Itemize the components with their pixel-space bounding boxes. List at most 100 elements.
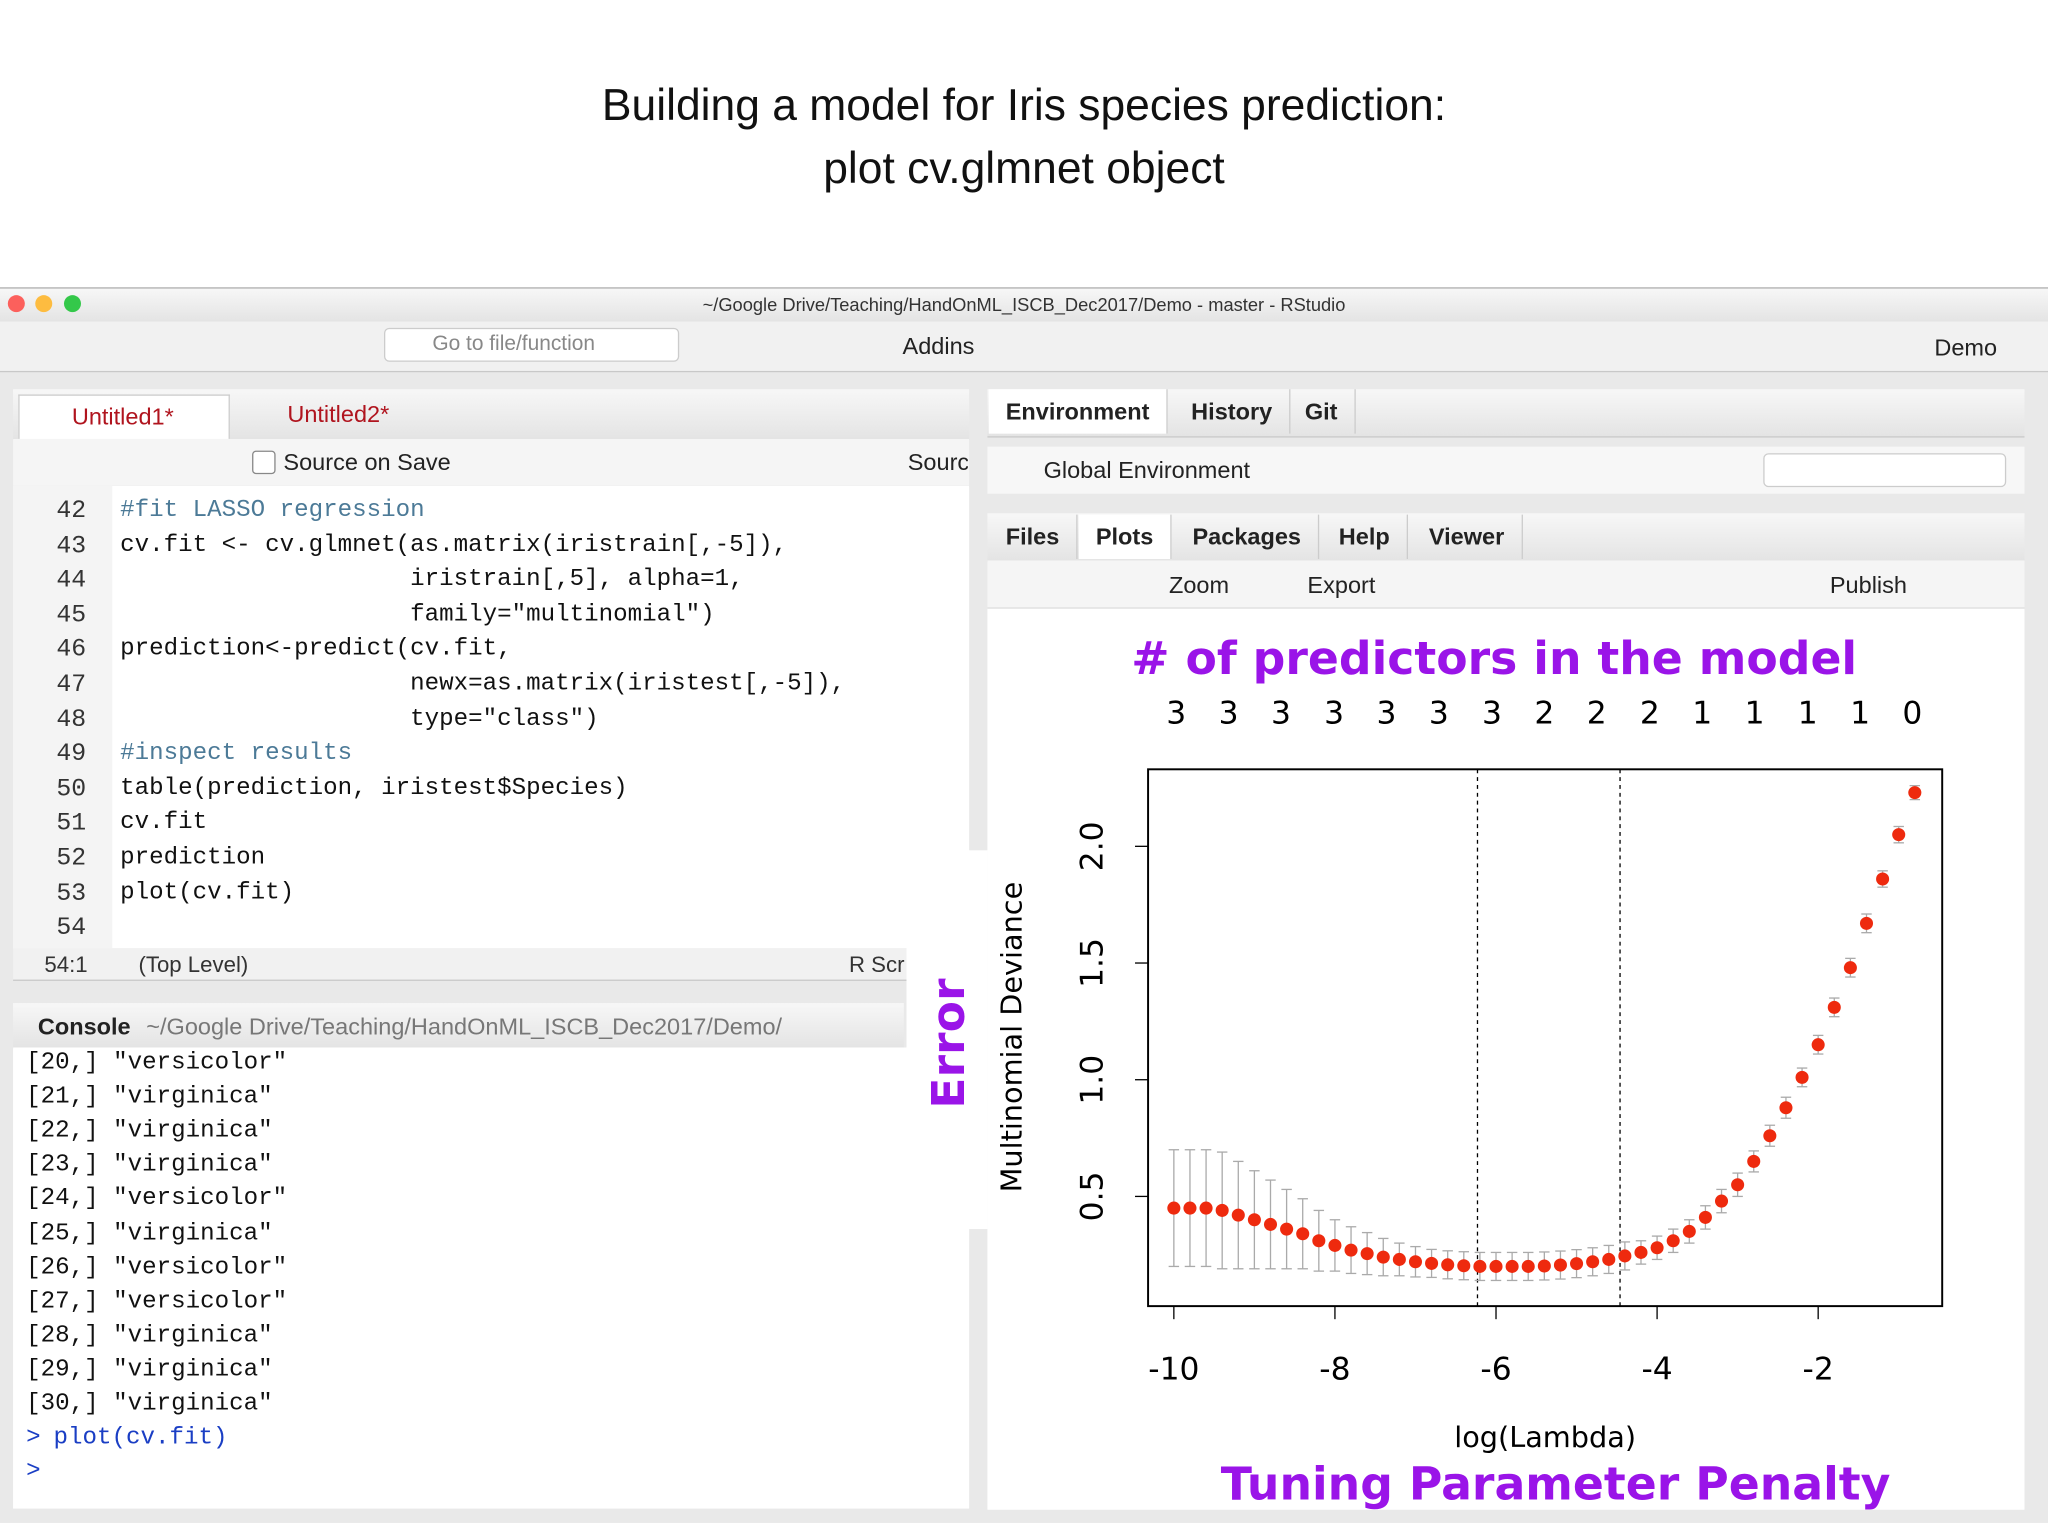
point	[1280, 1222, 1294, 1236]
pane-tab[interactable]: History	[1174, 389, 1291, 434]
point	[1183, 1201, 1197, 1215]
plot-frame	[1147, 768, 1944, 1308]
point	[1457, 1259, 1471, 1273]
checkbox[interactable]	[252, 450, 276, 475]
gutter	[13, 485, 113, 949]
console-line: [27,] "versicolor"	[26, 1287, 288, 1315]
top-tick-label: 2	[1534, 696, 1554, 732]
point	[1570, 1257, 1584, 1271]
point	[1811, 1038, 1825, 1052]
slide-title: Building a model for Iris species predic…	[601, 80, 1447, 131]
pane-tab[interactable]: Files	[989, 514, 1078, 560]
point	[1908, 786, 1922, 800]
line-number: 51	[56, 808, 87, 838]
point	[1731, 1178, 1745, 1192]
publish-button[interactable]: Publish	[1829, 572, 1907, 599]
code-line: #fit LASSO regression	[120, 496, 425, 524]
minimize-button[interactable]	[35, 295, 53, 313]
command: plot(cv.fit)	[53, 1423, 228, 1452]
point	[1779, 1101, 1793, 1115]
export-button[interactable]: Export	[1307, 572, 1376, 599]
title-bar	[0, 288, 2048, 323]
line-number: 52	[56, 843, 87, 873]
point	[1698, 1210, 1712, 1224]
console-path: ~/Google Drive/Teaching/HandOnML_ISCB_De…	[146, 1013, 783, 1040]
file-type[interactable]: R Scr	[848, 952, 905, 977]
plots-toolbar	[987, 560, 2025, 609]
point	[1714, 1194, 1729, 1208]
tab-label: Untitled1*	[71, 403, 174, 430]
point	[1537, 1259, 1551, 1273]
point	[1650, 1241, 1664, 1255]
top-tick-label: 3	[1271, 696, 1291, 732]
top-tick-label: 1	[1850, 696, 1870, 732]
code-line: prediction<-predict(cv.fit,	[120, 635, 512, 663]
goto-placeholder: Go to file/function	[432, 333, 595, 356]
point	[1876, 872, 1890, 886]
close-button[interactable]	[7, 295, 25, 313]
top-tick-label: 2	[1587, 696, 1607, 732]
point	[1602, 1252, 1616, 1266]
tab-label[interactable]: Untitled2*	[287, 400, 390, 428]
point	[1425, 1256, 1439, 1270]
point	[1167, 1201, 1181, 1215]
pane-tab[interactable]: Packages	[1176, 514, 1320, 560]
x-tick-label: -8	[1319, 1351, 1350, 1387]
pane-tab[interactable]: Git	[1288, 389, 1356, 434]
point	[1553, 1258, 1567, 1272]
console-line: [29,] "virginica"	[26, 1355, 273, 1384]
point	[1505, 1259, 1519, 1273]
code-area	[13, 485, 970, 949]
y-tick-label: 2.0	[1074, 821, 1110, 871]
addins-menu[interactable]: Addins	[902, 333, 975, 360]
point	[1489, 1259, 1503, 1273]
zoom-button[interactable]	[63, 295, 81, 313]
code-line: family="multinomial")	[120, 600, 715, 628]
line-number: 42	[56, 496, 87, 526]
pane-tab[interactable]: Plots	[1078, 514, 1172, 560]
console-line: [25,] "virginica"	[26, 1219, 273, 1247]
top-tick-label: 1	[1798, 696, 1818, 732]
zoom-button[interactable]: Zoom	[1168, 572, 1230, 599]
point	[1521, 1259, 1535, 1273]
pane-tab[interactable]: Environment	[988, 389, 1168, 434]
console-line: [26,] "versicolor"	[26, 1253, 288, 1281]
project-menu[interactable]: Demo	[1934, 334, 1998, 361]
source-button[interactable]: Sourc	[907, 449, 968, 476]
code-line: type="class")	[120, 704, 599, 733]
annotation: Tuning Parameter Penalty	[1221, 1457, 1891, 1509]
top-tick-label: 1	[1745, 696, 1765, 732]
source-on-save: Source on Save	[283, 449, 451, 476]
console-line: [21,] "virginica"	[26, 1082, 273, 1111]
goto-box[interactable]	[383, 327, 680, 362]
annotation: # of predictors in the model	[1131, 632, 1857, 685]
top-tick-label: 3	[1324, 696, 1344, 732]
y-tick-label: 1.5	[1074, 938, 1110, 988]
pane-tab[interactable]: Viewer	[1412, 514, 1523, 560]
line-number: 43	[56, 531, 87, 560]
point	[1296, 1227, 1310, 1241]
pane-tab[interactable]: Help	[1322, 514, 1409, 560]
status-bar	[13, 948, 970, 981]
plot-background	[987, 608, 2025, 1510]
console-line: [30,] "virginica"	[26, 1389, 273, 1418]
point	[1666, 1234, 1680, 1248]
point	[1408, 1255, 1423, 1269]
point	[1199, 1201, 1213, 1215]
point	[1344, 1243, 1358, 1257]
window-title: ~/Google Drive/Teaching/HandOnML_ISCB_De…	[702, 293, 1346, 315]
search-box[interactable]	[1763, 453, 2007, 488]
y-tick-label: 1.0	[1074, 1055, 1110, 1105]
annotation: Error	[922, 978, 975, 1109]
top-tick-label: 3	[1429, 696, 1449, 732]
point	[1763, 1129, 1777, 1143]
point	[1473, 1259, 1487, 1273]
line-number: 54	[56, 913, 87, 942]
x-tick-label: -6	[1480, 1351, 1511, 1387]
scope[interactable]: (Top Level)	[138, 952, 249, 977]
console-line: [24,] "versicolor"	[26, 1185, 288, 1213]
x-tick-label: -2	[1803, 1351, 1834, 1387]
editor-tab[interactable]	[18, 394, 230, 441]
environment-scope[interactable]: Global Environment	[1043, 457, 1251, 484]
